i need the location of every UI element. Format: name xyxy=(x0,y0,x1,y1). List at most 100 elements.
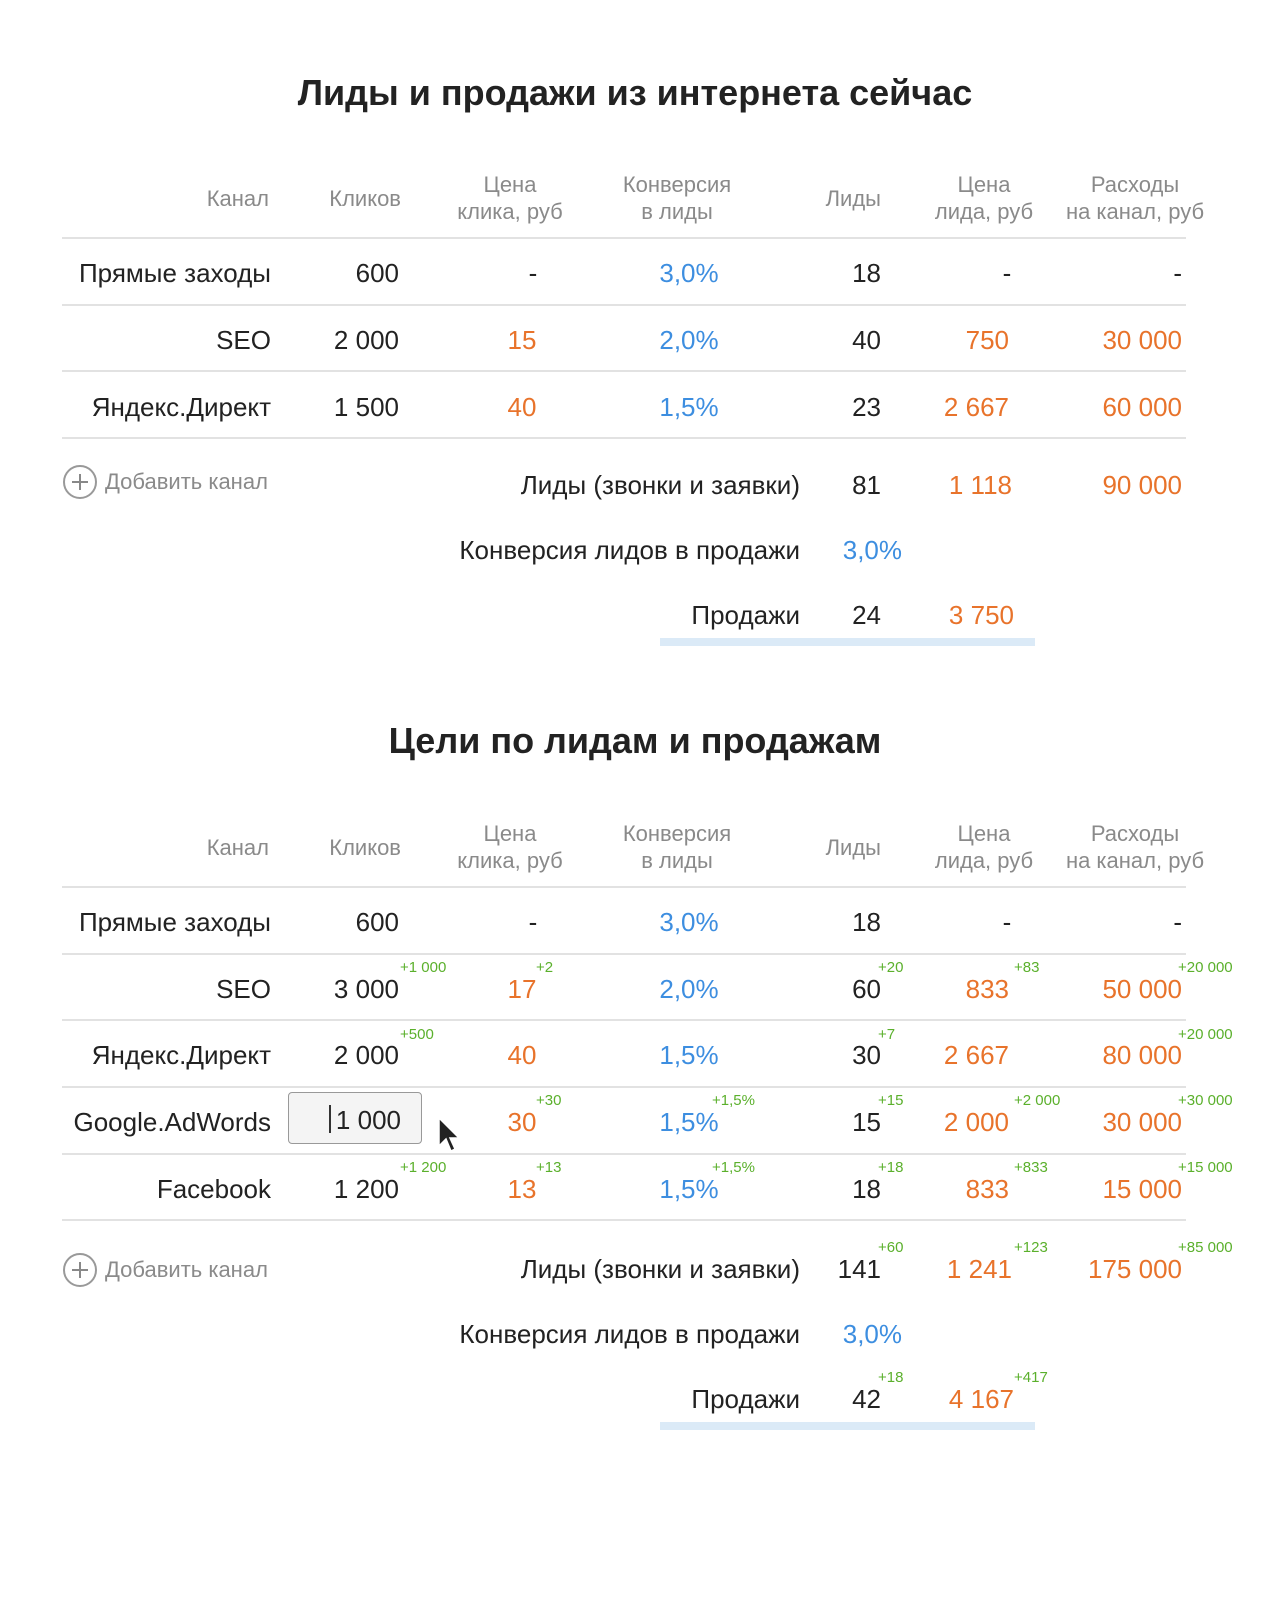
clicks-delta: +1 200 xyxy=(400,1159,447,1176)
cpc-value[interactable]: 40 xyxy=(507,1040,537,1070)
channel-name: Прямые заходы xyxy=(78,258,271,288)
conversion-value[interactable]: 3,0% xyxy=(659,907,719,937)
clicks-value[interactable]: 1 500 xyxy=(333,392,399,422)
cpc-value[interactable]: 40 xyxy=(507,392,537,422)
spend-delta: +30 000 xyxy=(1178,1092,1233,1109)
cpl-value: 833 xyxy=(965,974,1009,1004)
cpl-delta: +2 000 xyxy=(1014,1092,1061,1109)
channel-name: Прямые заходы xyxy=(78,907,271,937)
total-cpl-value: 1 118 xyxy=(948,470,1012,500)
section-now-title: Лиды и продажи из интернета сейчас xyxy=(297,72,973,113)
header-clicks: Кликов xyxy=(329,835,401,860)
channel-name: Facebook xyxy=(156,1174,271,1204)
spend-delta: +15 000 xyxy=(1178,1159,1233,1176)
total-spend-delta: +85 000 xyxy=(1178,1239,1233,1256)
cpl-delta: +83 xyxy=(1014,959,1040,976)
header-conversion-line1: Конверсия xyxy=(622,172,732,197)
mouse-pointer-icon xyxy=(438,1116,459,1153)
leads-value: 40 xyxy=(852,325,881,355)
cpc-value[interactable]: 17 xyxy=(507,974,537,1004)
total-leads-value: 81 xyxy=(852,470,881,500)
cpc-value[interactable]: 30 xyxy=(507,1107,537,1137)
conversion-value[interactable]: 1,5% xyxy=(659,1107,719,1137)
conversion-value[interactable]: 2,0% xyxy=(659,974,719,1004)
cost-per-sale-value: 3 750 xyxy=(948,600,1014,630)
header-lead-price-line2: лида, руб xyxy=(934,199,1034,224)
divider xyxy=(62,437,1186,439)
conversion-delta: +1,5% xyxy=(712,1159,755,1176)
header-click-price-line1: Цена xyxy=(483,172,537,197)
header-spend-line2: на канал, руб xyxy=(1065,199,1205,224)
clicks-value[interactable]: 3 000 xyxy=(333,974,399,1004)
clicks-delta: +500 xyxy=(400,1026,434,1043)
clicks-delta: +1 000 xyxy=(400,959,447,976)
total-leads-delta: +60 xyxy=(878,1239,904,1256)
leads-delta: +7 xyxy=(878,1026,896,1043)
header-click-price-line2: клика, руб xyxy=(457,848,563,873)
clicks-value[interactable]: 1 200 xyxy=(333,1174,399,1204)
cpl-value: 750 xyxy=(965,325,1009,355)
header-spend-line2: на канал, руб xyxy=(1065,848,1205,873)
divider xyxy=(62,1086,1186,1088)
header-conversion-line2: в лиды xyxy=(641,199,713,224)
spend-value: 30 000 xyxy=(1102,325,1182,355)
cpl-value: - xyxy=(1002,907,1012,937)
cpl-delta: +833 xyxy=(1014,1159,1048,1176)
conversion-value[interactable]: 3,0% xyxy=(659,258,719,288)
divider xyxy=(62,1219,1186,1221)
spend-value: 80 000 xyxy=(1102,1040,1182,1070)
sales-conversion-value[interactable]: 3,0% xyxy=(842,1319,902,1349)
cpl-value: 2 667 xyxy=(943,1040,1009,1070)
header-conversion: Конверсия в лиды xyxy=(597,171,757,225)
conversion-value[interactable]: 1,5% xyxy=(659,1174,719,1204)
header-clicks: Кликов xyxy=(329,186,401,211)
total-leads-label: Лиды (звонки и заявки) xyxy=(520,1254,800,1284)
conversion-delta: +1,5% xyxy=(712,1092,755,1109)
conversion-value[interactable]: 1,5% xyxy=(659,392,719,422)
clicks-input[interactable]: 1 000 xyxy=(288,1092,422,1144)
leads-value: 15 xyxy=(852,1107,881,1137)
header-click-price: Цена клика, руб xyxy=(440,171,580,225)
add-channel-button[interactable]: Добавить канал xyxy=(63,465,268,499)
conversion-value[interactable]: 2,0% xyxy=(659,325,719,355)
leads-value: 18 xyxy=(852,258,881,288)
header-lead-price-line2: лида, руб xyxy=(934,848,1034,873)
total-leads-value: 141 xyxy=(837,1254,881,1284)
sales-underline xyxy=(660,638,1035,646)
leads-value: 18 xyxy=(852,1174,881,1204)
leads-value: 30 xyxy=(852,1040,881,1070)
total-cpl-value: 1 241 xyxy=(946,1254,1012,1284)
header-leads: Лиды xyxy=(825,186,881,211)
header-lead-price-line1: Цена xyxy=(957,172,1011,197)
header-spend: Расходы на канал, руб xyxy=(1055,171,1215,225)
header-click-price-line2: клика, руб xyxy=(457,199,563,224)
text-caret xyxy=(329,1105,331,1133)
clicks-value[interactable]: 2 000 xyxy=(333,325,399,355)
total-cpl-delta: +123 xyxy=(1014,1239,1048,1256)
cpc-delta: +13 xyxy=(536,1159,562,1176)
cpc-value[interactable]: 15 xyxy=(507,325,537,355)
cpc-delta: +30 xyxy=(536,1092,562,1109)
clicks-value[interactable]: 600 xyxy=(355,258,399,288)
divider xyxy=(62,1153,1186,1155)
leads-delta: +20 xyxy=(878,959,904,976)
header-spend-line1: Расходы xyxy=(1090,172,1180,197)
cpl-value: 833 xyxy=(965,1174,1009,1204)
clicks-value[interactable]: 2 000 xyxy=(333,1040,399,1070)
header-spend-line1: Расходы xyxy=(1090,821,1180,846)
clicks-input-value: 1 000 xyxy=(335,1105,401,1135)
channel-name: Яндекс.Директ xyxy=(91,392,271,422)
cpc-value[interactable]: - xyxy=(528,907,538,937)
channel-name: SEO xyxy=(216,325,271,355)
sales-value: 24 xyxy=(852,600,881,630)
conversion-value[interactable]: 1,5% xyxy=(659,1040,719,1070)
sales-conversion-value[interactable]: 3,0% xyxy=(842,535,902,565)
header-channel: Канал xyxy=(206,186,269,211)
cpc-value[interactable]: - xyxy=(528,258,538,288)
clicks-value[interactable]: 600 xyxy=(355,907,399,937)
add-channel-button[interactable]: Добавить канал xyxy=(63,1253,268,1287)
spend-value: - xyxy=(1173,258,1182,288)
cpc-value[interactable]: 13 xyxy=(507,1174,537,1204)
spend-delta: +20 000 xyxy=(1178,959,1233,976)
cpc-delta: +2 xyxy=(536,959,554,976)
